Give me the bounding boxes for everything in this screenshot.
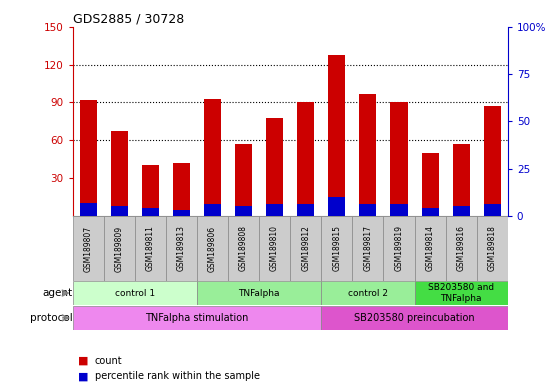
Bar <box>321 216 352 281</box>
Bar <box>446 216 477 281</box>
Text: GSM189818: GSM189818 <box>488 225 497 271</box>
Text: percentile rank within the sample: percentile rank within the sample <box>95 371 260 381</box>
Bar <box>204 99 221 216</box>
Bar <box>110 206 128 216</box>
Bar <box>359 94 377 216</box>
Bar <box>142 208 159 216</box>
Text: SB203580 preincubation: SB203580 preincubation <box>354 313 475 323</box>
Bar <box>80 202 97 216</box>
Bar <box>453 206 470 216</box>
Text: GSM189816: GSM189816 <box>456 225 465 271</box>
Bar <box>290 216 321 281</box>
Bar <box>73 216 104 281</box>
Bar <box>197 216 228 281</box>
Bar <box>328 197 345 216</box>
Text: control 1: control 1 <box>114 288 155 298</box>
Bar <box>266 118 283 216</box>
Bar <box>197 281 321 305</box>
Bar <box>383 216 415 281</box>
Bar <box>484 106 501 216</box>
Bar <box>142 166 159 216</box>
Bar <box>73 281 197 305</box>
Bar <box>204 204 221 216</box>
Bar <box>80 100 97 216</box>
Bar <box>453 144 470 216</box>
Bar <box>104 216 134 281</box>
Text: ■: ■ <box>78 356 89 366</box>
Bar <box>228 216 259 281</box>
Bar <box>297 103 314 216</box>
Bar <box>173 163 190 216</box>
Bar <box>259 216 290 281</box>
Text: GSM189809: GSM189809 <box>115 225 124 271</box>
Text: TNFalpha: TNFalpha <box>238 288 280 298</box>
Bar <box>415 216 446 281</box>
Bar <box>110 131 128 216</box>
Text: GDS2885 / 30728: GDS2885 / 30728 <box>73 13 184 26</box>
Text: GSM189812: GSM189812 <box>301 225 310 271</box>
Text: GSM189807: GSM189807 <box>84 225 93 271</box>
Text: control 2: control 2 <box>348 288 388 298</box>
Bar <box>321 281 415 305</box>
Text: GSM189808: GSM189808 <box>239 225 248 271</box>
Text: count: count <box>95 356 123 366</box>
Bar <box>134 216 166 281</box>
Bar <box>477 216 508 281</box>
Text: GSM189815: GSM189815 <box>333 225 341 271</box>
Bar <box>173 210 190 216</box>
Text: GSM189819: GSM189819 <box>395 225 403 271</box>
Bar <box>266 204 283 216</box>
Text: GSM189817: GSM189817 <box>363 225 372 271</box>
Bar <box>328 55 345 216</box>
Bar <box>235 206 252 216</box>
Text: GSM189806: GSM189806 <box>208 225 217 271</box>
Text: GSM189813: GSM189813 <box>177 225 186 271</box>
Bar <box>166 216 197 281</box>
Bar <box>297 204 314 216</box>
Bar <box>352 216 383 281</box>
Bar <box>415 281 508 305</box>
Text: SB203580 and
TNFalpha: SB203580 and TNFalpha <box>428 283 494 303</box>
Text: GSM189814: GSM189814 <box>426 225 435 271</box>
Bar <box>421 208 439 216</box>
Bar <box>359 204 377 216</box>
Bar <box>73 306 321 330</box>
Text: GSM189811: GSM189811 <box>146 225 155 271</box>
Bar <box>484 204 501 216</box>
Text: protocol: protocol <box>30 313 73 323</box>
Bar <box>235 144 252 216</box>
Text: agent: agent <box>42 288 73 298</box>
Bar <box>421 153 439 216</box>
Bar <box>391 103 407 216</box>
Text: GSM189810: GSM189810 <box>270 225 279 271</box>
Text: TNFalpha stimulation: TNFalpha stimulation <box>145 313 248 323</box>
Bar <box>321 306 508 330</box>
Text: ■: ■ <box>78 371 89 381</box>
Bar <box>391 204 407 216</box>
